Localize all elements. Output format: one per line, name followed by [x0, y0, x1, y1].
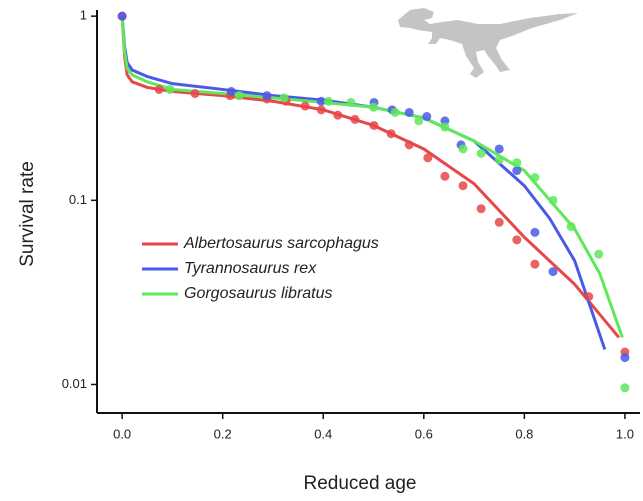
data-point [530, 227, 540, 237]
data-point [414, 116, 424, 126]
data-point [369, 102, 379, 112]
data-point [494, 155, 504, 165]
legend-label: Albertosaurus sarcophagus [183, 235, 379, 252]
data-point [262, 91, 272, 101]
data-point [440, 116, 450, 126]
data-point [190, 89, 200, 99]
data-point [476, 148, 486, 158]
data-point [476, 204, 486, 214]
data-point [530, 173, 540, 183]
data-point [404, 107, 414, 117]
data-point [316, 96, 326, 106]
y-tick-label: 1 [80, 8, 87, 23]
x-tick-label: 0.0 [113, 426, 131, 441]
data-point [346, 97, 356, 107]
fit-line [120, 16, 621, 339]
data-point [423, 153, 433, 163]
data-point [386, 129, 396, 139]
data-point [548, 267, 558, 277]
data-point [323, 96, 333, 106]
data-point [404, 140, 414, 150]
data-point [300, 101, 310, 111]
data-point [584, 292, 594, 302]
x-tick-label: 0.8 [515, 426, 533, 441]
data-point [390, 107, 400, 117]
data-point [458, 181, 468, 191]
data-point [117, 11, 127, 21]
data-point [333, 110, 343, 120]
t-rex-silhouette [398, 8, 578, 78]
data-point [458, 144, 468, 154]
x-tick-label: 0.6 [415, 426, 433, 441]
data-point [620, 383, 630, 393]
fit-line [120, 16, 607, 350]
x-tick-label: 0.2 [214, 426, 232, 441]
data-point [350, 114, 360, 124]
legend-label: Tyrannosaurus rex [184, 260, 317, 277]
data-point [494, 217, 504, 227]
y-axis-label: Survival rate [17, 161, 38, 267]
data-point [316, 105, 326, 115]
data-point [512, 166, 522, 176]
data-point [530, 259, 540, 269]
data-point [512, 158, 522, 168]
y-tick-label: 0.1 [69, 192, 87, 207]
data-point [165, 84, 175, 94]
data-point [440, 171, 450, 181]
x-tick-label: 0.4 [314, 426, 332, 441]
y-tick-label: 0.01 [62, 376, 87, 391]
data-point [594, 249, 604, 259]
data-point [279, 93, 289, 103]
data-point [226, 86, 236, 96]
data-point [422, 112, 432, 122]
x-tick-label: 1.0 [616, 426, 634, 441]
data-point [548, 195, 558, 205]
data-point [620, 353, 630, 363]
data-point [369, 120, 379, 130]
data-point [494, 144, 504, 154]
data-point [440, 122, 450, 132]
data-point [512, 235, 522, 245]
legend-label: Gorgosaurus libratus [184, 285, 333, 302]
data-point [154, 84, 164, 94]
data-point [566, 222, 576, 232]
x-axis-label: Reduced age [303, 473, 416, 494]
data-point [234, 91, 244, 101]
